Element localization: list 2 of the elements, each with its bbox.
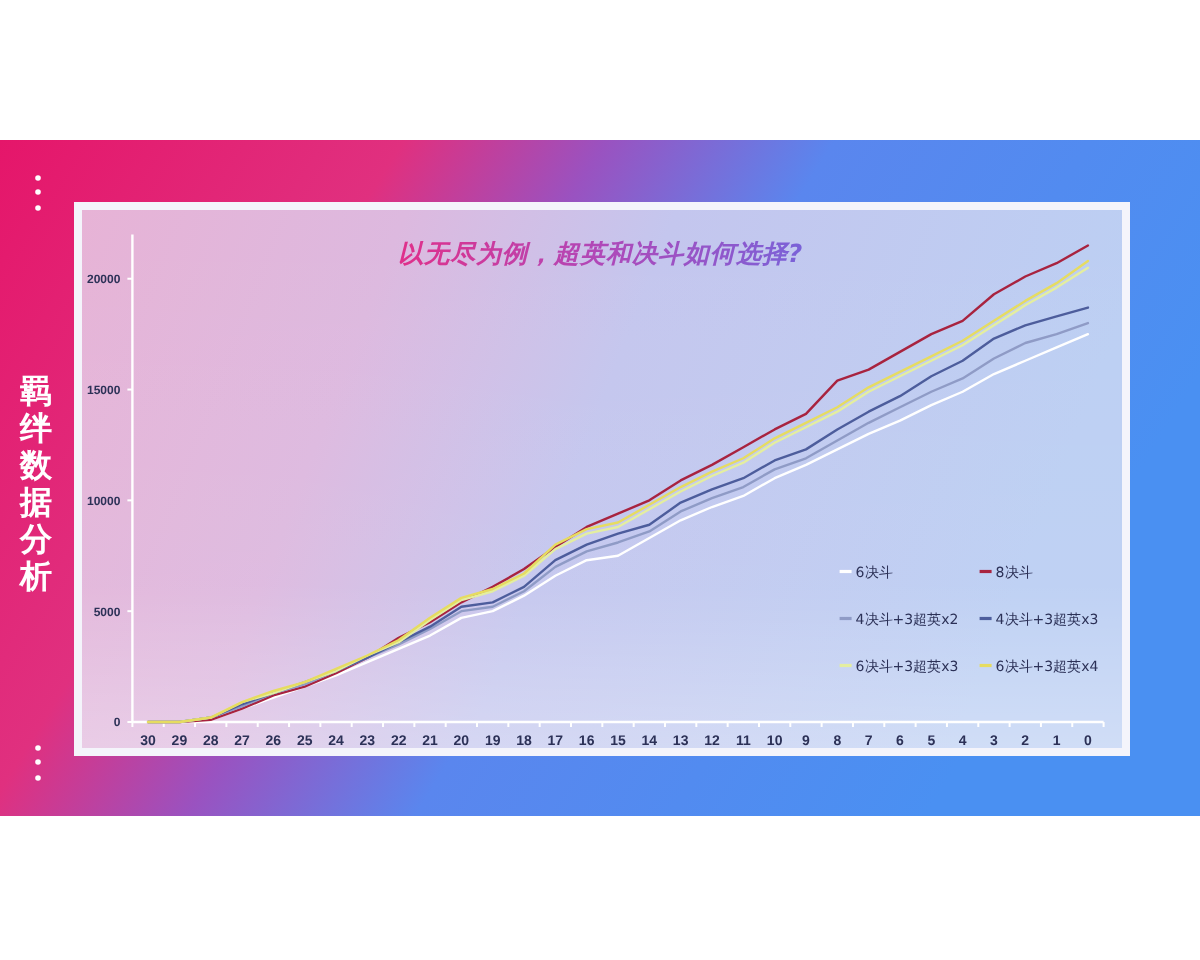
title: 以无尽为例，超英和决斗如何选择? <box>397 238 803 268</box>
subtitle: 羁绊数据分析 <box>20 372 52 595</box>
